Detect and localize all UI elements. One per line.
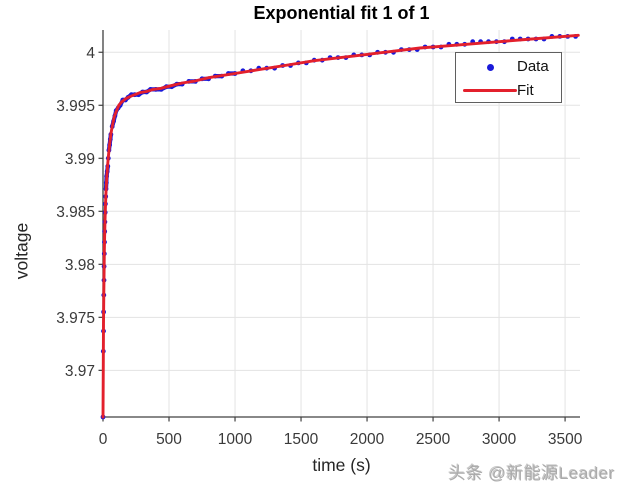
x-axis-label: time (s) (312, 455, 371, 475)
x-tick-label: 2000 (350, 431, 385, 448)
y-tick-label: 4 (86, 45, 95, 62)
legend-fit-label: Fit (517, 82, 534, 99)
legend-box: Data Fit (455, 52, 562, 103)
x-tick-label: 2500 (416, 431, 451, 448)
legend-fit-marker-icon (463, 88, 517, 92)
x-tick-label: 0 (99, 431, 108, 448)
y-tick-label: 3.995 (56, 98, 95, 115)
y-tick-label: 3.985 (56, 204, 95, 221)
legend-data-label: Data (517, 58, 549, 75)
x-tick-label: 500 (156, 431, 182, 448)
y-tick-label: 3.97 (65, 363, 95, 380)
x-tick-label: 1500 (284, 431, 319, 448)
y-tick-label: 3.99 (65, 151, 95, 168)
chart-title: Exponential fit 1 of 1 (253, 3, 430, 23)
y-tick-label: 3.975 (56, 310, 95, 327)
legend-data-marker-icon (487, 64, 494, 71)
y-axis-label: voltage (11, 222, 32, 280)
fit-line (101, 33, 580, 419)
y-tick-label: 3.98 (65, 257, 95, 274)
x-tick-label: 3000 (482, 431, 517, 448)
x-tick-label: 3500 (548, 431, 583, 448)
x-tick-label: 1000 (218, 431, 253, 448)
watermark: 头条 @新能源Leader (448, 464, 615, 483)
